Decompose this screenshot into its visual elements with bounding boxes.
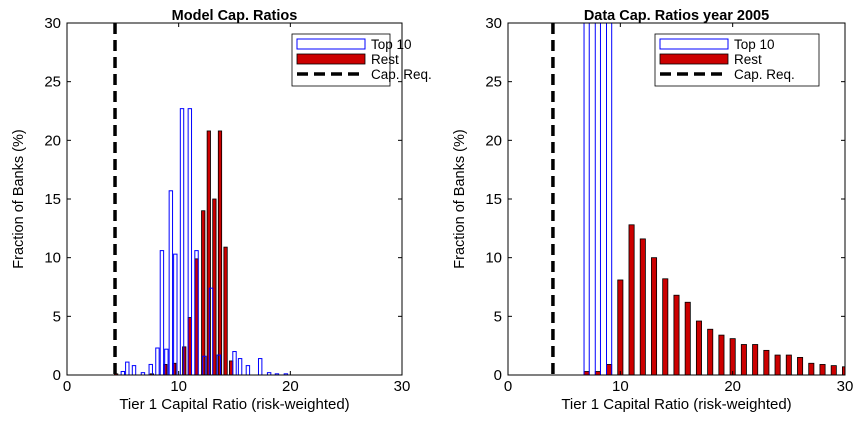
x-tick-label: 30 bbox=[394, 378, 411, 395]
legend-label-top10: Top 10 bbox=[734, 37, 775, 52]
x-tick-label: 20 bbox=[724, 378, 741, 395]
legend-label-top10: Top 10 bbox=[371, 37, 412, 52]
bar-rest bbox=[617, 279, 624, 375]
y-tick-label: 15 bbox=[44, 191, 61, 208]
bar-rest bbox=[797, 356, 804, 375]
bar-rest bbox=[583, 371, 590, 375]
legend-swatch-top10 bbox=[659, 38, 729, 50]
x-axis-label: Tier 1 Capital Ratio (risk-weighted) bbox=[119, 396, 349, 413]
legend-label-rest: Rest bbox=[734, 52, 762, 67]
y-axis-label: Fraction of Banks (%) bbox=[11, 129, 27, 268]
y-axis-label: Fraction of Banks (%) bbox=[452, 129, 468, 268]
legend-label-cap-req: Cap. Req. bbox=[371, 67, 432, 82]
bar-top10 bbox=[594, 23, 601, 375]
x-tick-label: 20 bbox=[282, 378, 299, 395]
bar-top10 bbox=[179, 108, 185, 375]
bar-rest bbox=[819, 364, 826, 375]
bar-rest bbox=[187, 317, 192, 375]
x-tick-label: 0 bbox=[504, 378, 512, 395]
y-tick-label: 0 bbox=[494, 367, 502, 384]
y-tick-label: 10 bbox=[485, 250, 502, 267]
x-axis-label: Tier 1 Capital Ratio (risk-weighted) bbox=[561, 396, 791, 413]
bar-rest bbox=[785, 354, 792, 375]
x-tick-label: 10 bbox=[612, 378, 629, 395]
bar-top10 bbox=[120, 370, 126, 375]
chart-data-cap-ratios-2005: 0 5 10 15 20 25 30 0 10 20 30 Data Cap. Ratios year… bbox=[452, 8, 853, 413]
chart-title: Model Cap. Ratios bbox=[172, 8, 298, 24]
y-tick-label: 5 bbox=[53, 308, 61, 325]
chart-title: Data Cap. Ratios year 2005 bbox=[584, 8, 769, 24]
bar-top10 bbox=[606, 23, 613, 375]
bar-rest bbox=[808, 362, 815, 375]
y-tick-label: 15 bbox=[485, 191, 502, 208]
y-tick-label: 0 bbox=[53, 367, 61, 384]
y-tick-label: 25 bbox=[485, 74, 502, 91]
bar-rest bbox=[194, 258, 199, 375]
y-tick-label: 25 bbox=[44, 74, 61, 91]
legend-label-rest: Rest bbox=[371, 52, 399, 67]
bar-rest bbox=[594, 371, 601, 375]
bar-top10 bbox=[159, 250, 165, 375]
bar-top10 bbox=[148, 363, 153, 375]
y-tick-label: 30 bbox=[485, 15, 502, 32]
legend-swatch-top10 bbox=[296, 38, 366, 50]
bar-top10 bbox=[257, 358, 263, 375]
bar-top10 bbox=[208, 287, 214, 375]
bar-rest bbox=[606, 364, 613, 375]
bar-top10 bbox=[187, 108, 193, 375]
y-tick-label: 5 bbox=[494, 308, 502, 325]
bar-top10 bbox=[216, 354, 222, 375]
bar-rest bbox=[651, 257, 658, 375]
x-tick-label: 10 bbox=[170, 378, 187, 395]
y-tick-label: 10 bbox=[44, 250, 61, 267]
bar-rest bbox=[212, 198, 217, 375]
bar-top10 bbox=[164, 348, 169, 375]
bar-rest bbox=[830, 365, 837, 375]
bar-rest bbox=[217, 130, 223, 375]
bar-rest bbox=[774, 354, 781, 375]
bar-top10 bbox=[237, 358, 243, 375]
y-tick-label: 20 bbox=[485, 132, 502, 149]
bar-rest bbox=[684, 301, 691, 375]
x-tick-label: 0 bbox=[63, 378, 71, 395]
bar-rest bbox=[707, 328, 714, 375]
y-tick-label: 20 bbox=[44, 132, 61, 149]
bar-rest bbox=[662, 278, 669, 375]
chart-model-cap-ratios: 0 5 10 15 20 25 30 0 10 20 30 Model Cap. Ratios Tier… bbox=[11, 8, 432, 413]
bar-top10 bbox=[168, 190, 174, 375]
legend-label-cap-req: Cap. Req. bbox=[734, 67, 795, 82]
bar-top10 bbox=[173, 253, 178, 375]
legend-swatch-rest bbox=[659, 53, 729, 65]
bar-rest bbox=[628, 224, 635, 375]
bar-rest bbox=[695, 320, 702, 375]
bar-rest bbox=[740, 344, 747, 375]
bar-top10 bbox=[194, 250, 199, 375]
bar-top10 bbox=[131, 365, 137, 375]
bar-top10 bbox=[245, 365, 251, 375]
bar-rest bbox=[718, 334, 725, 375]
bar-rest bbox=[842, 366, 845, 375]
bar-rest bbox=[639, 238, 646, 375]
bar-rest bbox=[223, 246, 228, 375]
plot-marks bbox=[551, 23, 845, 375]
bar-rest bbox=[673, 294, 680, 375]
bar-rest bbox=[763, 349, 770, 375]
y-tick-label: 30 bbox=[44, 15, 61, 32]
bar-rest bbox=[206, 130, 211, 375]
bar-rest bbox=[752, 344, 759, 375]
bar-top10 bbox=[583, 23, 590, 375]
bar-rest bbox=[201, 210, 206, 375]
bar-rest bbox=[729, 338, 736, 375]
legend-swatch-rest bbox=[296, 53, 366, 65]
bar-top10 bbox=[155, 347, 160, 375]
x-tick-label: 30 bbox=[837, 378, 854, 395]
bar-rest bbox=[182, 346, 187, 375]
